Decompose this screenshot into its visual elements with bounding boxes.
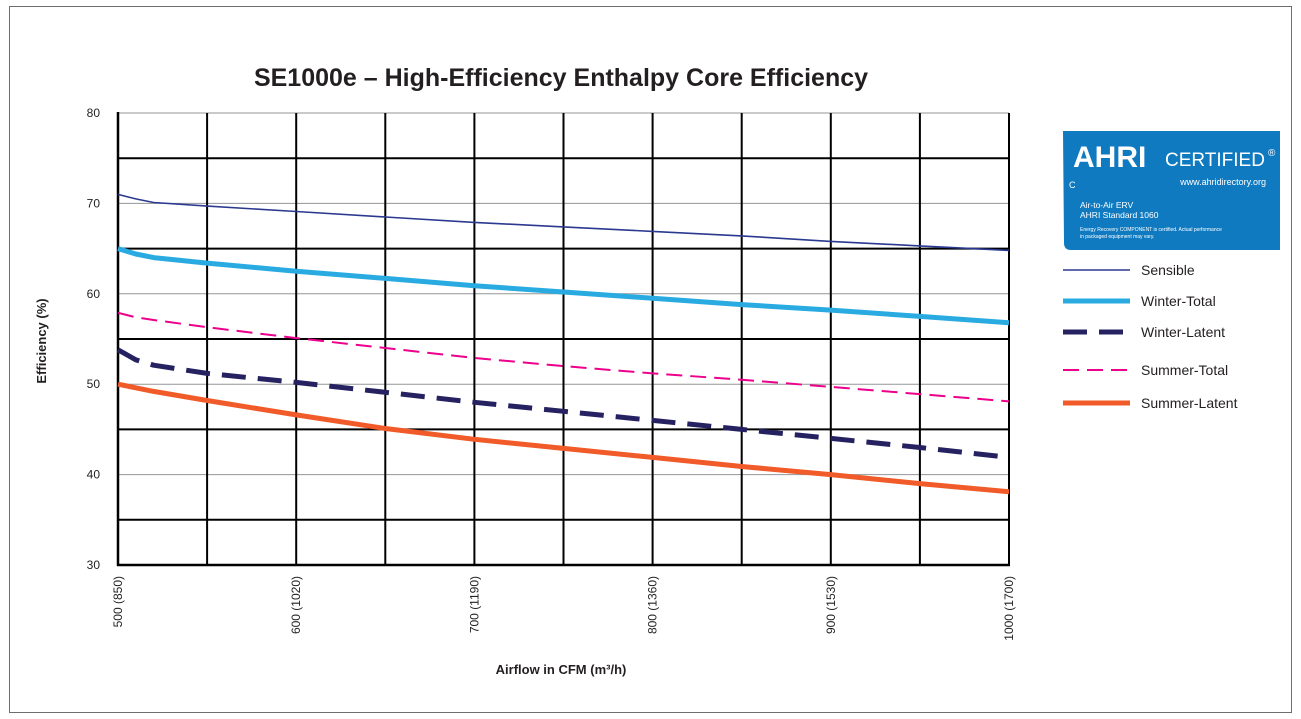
chart-title: SE1000e – High-Efficiency Enthalpy Core …	[254, 64, 868, 92]
legend-label-summer-latent: Summer-Latent	[1141, 395, 1238, 411]
y-tick-label: 40	[87, 468, 101, 482]
x-tick-label: 800 (1360)	[646, 576, 660, 634]
badge-registered: ®	[1268, 148, 1276, 159]
badge-brand: AHRI	[1073, 141, 1146, 174]
series-line-winter-total	[117, 246, 1010, 326]
grid	[116, 112, 1010, 567]
y-tick-label: 80	[87, 106, 101, 120]
series-line-summer-latent	[117, 381, 1010, 495]
y-axis-label: Efficiency (%)	[34, 298, 49, 383]
legend-label-winter-latent: Winter-Latent	[1141, 324, 1225, 340]
x-tick-label: 900 (1530)	[824, 576, 838, 634]
legend: Sensible Winter-Total Winter-Latent Summer-…	[1063, 262, 1238, 411]
badge-c-mark: C	[1069, 180, 1076, 190]
badge-fine2: in packaged equipment may vary.	[1080, 234, 1154, 240]
y-tick-label: 50	[87, 377, 101, 391]
ahri-certified-badge: AHRI CERTIFIED ® www.ahridirectory.org C…	[1063, 131, 1280, 250]
badge-background	[1063, 131, 1280, 250]
y-tick-label: 30	[87, 558, 101, 572]
x-tick-label: 600 (1020)	[289, 576, 303, 634]
badge-line2: AHRI Standard 1060	[1080, 210, 1159, 220]
x-tick-label: 700 (1190)	[467, 576, 481, 633]
badge-url: www.ahridirectory.org	[1179, 177, 1266, 187]
x-tick-labels: 500 (850) 600 (1020) 700 (1190) 800 (1360) 9…	[111, 576, 1016, 641]
badge-line1: Air-to-Air ERV	[1080, 200, 1134, 210]
x-tick-label: 1000 (1700)	[1002, 576, 1016, 641]
y-tick-label: 60	[87, 287, 101, 301]
legend-label-summer-total: Summer-Total	[1141, 362, 1228, 378]
series-lines	[116, 193, 1010, 495]
series-line-summer-total	[117, 311, 1010, 403]
series-line-sensible	[117, 193, 1010, 252]
badge-certified: CERTIFIED	[1165, 150, 1265, 171]
chart-frame	[9, 6, 1292, 713]
badge-fine1: Energy Recovery COMPONENT is certified. …	[1080, 227, 1222, 233]
x-axis-label: Airflow in CFM (m³/h)	[496, 662, 627, 677]
y-tick-labels: 30 40 50 60 70 80	[87, 106, 101, 572]
legend-label-sensible: Sensible	[1141, 262, 1195, 278]
legend-label-winter-total: Winter-Total	[1141, 293, 1216, 309]
x-tick-label: 500 (850)	[111, 576, 125, 627]
series-line-winter-latent	[116, 347, 1010, 460]
y-tick-label: 70	[87, 196, 101, 210]
